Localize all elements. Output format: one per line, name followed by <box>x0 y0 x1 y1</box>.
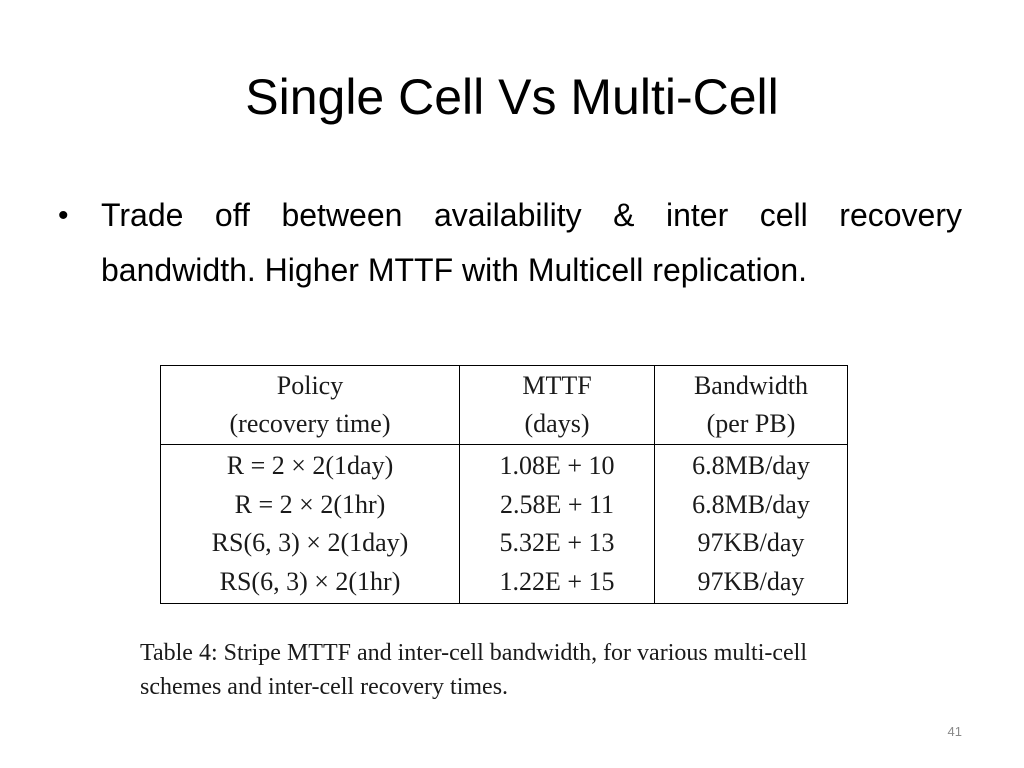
header-mttf: MTTF (days) <box>459 366 655 445</box>
table-body: R = 2 × 2(1day) R = 2 × 2(1hr) RS(6, 3) … <box>161 444 848 604</box>
header-mttf-line2: (days) <box>524 409 590 438</box>
mttf-table: Policy (recovery time) MTTF (days) Bandw… <box>160 365 848 604</box>
header-policy: Policy (recovery time) <box>161 366 460 445</box>
header-bandwidth-line2: (per PB) <box>706 409 796 438</box>
bandwidth-cell: 6.8MB/day <box>692 489 810 519</box>
mttf-cell: 5.32E + 13 <box>499 528 615 557</box>
header-bandwidth: Bandwidth (per PB) <box>654 366 847 445</box>
bullet-text: Trade off between availability & inter c… <box>101 197 962 288</box>
policy-cell: R = 2 × 2(1hr) <box>234 489 386 519</box>
bullet-marker: • <box>58 199 69 232</box>
policy-cell: R = 2 × 2(1day) <box>226 451 394 480</box>
mttf-cell: 1.08E + 10 <box>499 451 615 480</box>
bandwidth-column: 6.8MB/day 6.8MB/day 97KB/day 97KB/day <box>655 445 848 604</box>
slide-title: Single Cell Vs Multi-Cell <box>245 69 779 125</box>
page-number: 41 <box>947 724 962 739</box>
policy-cell: RS(6, 3) × 2(1hr) <box>219 566 401 596</box>
header-bandwidth-line1: Bandwidth <box>693 371 809 400</box>
header-mttf-line1: MTTF <box>522 371 592 400</box>
table-header-row: Policy (recovery time) MTTF (days) Bandw… <box>161 366 847 445</box>
policy-column: R = 2 × 2(1day) R = 2 × 2(1hr) RS(6, 3) … <box>161 444 460 603</box>
policy-cell: RS(6, 3) × 2(1day) <box>211 528 409 557</box>
mttf-column: 1.08E + 10 2.58E + 11 5.32E + 13 1.22E +… <box>459 444 655 603</box>
mttf-cell: 2.58E + 11 <box>499 489 615 519</box>
header-policy-line2: (recovery time) <box>229 409 391 438</box>
header-policy-line1: Policy <box>276 371 344 400</box>
bandwidth-cell: 97KB/day <box>697 528 805 557</box>
table-caption: Table 4: Stripe MTTF and inter-cell band… <box>140 640 808 700</box>
bandwidth-cell: 97KB/day <box>697 566 805 596</box>
bandwidth-cell: 6.8MB/day <box>692 451 810 480</box>
mttf-cell: 1.22E + 15 <box>499 566 615 596</box>
